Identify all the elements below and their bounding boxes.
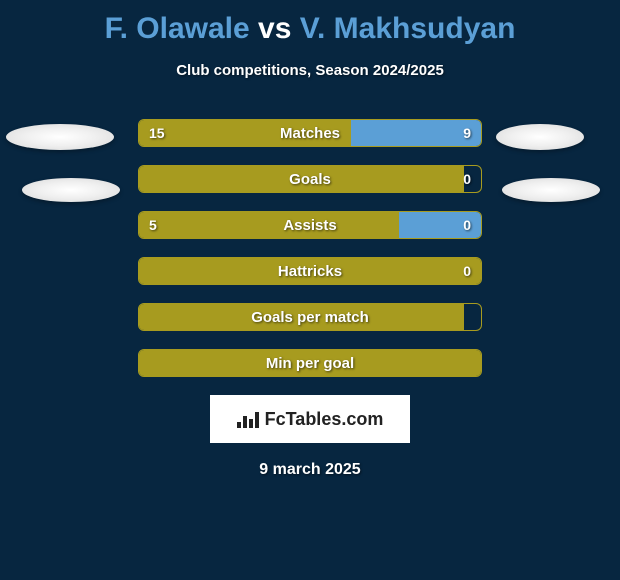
subtitle: Club competitions, Season 2024/2025 [0,62,620,79]
stat-value-right: 0 [463,212,471,238]
stat-row: Goals per match [138,303,482,331]
player1-name: F. Olawale [105,12,250,45]
stat-row: Matches15 9 [138,119,482,147]
logo-box: FcTables.com [210,395,410,443]
stat-row: Assists5 0 [138,211,482,239]
comparison-title: F. Olawale vs V. Makhsudyan [0,0,620,46]
logo-chart-icon [237,410,259,428]
player2-name: V. Makhsudyan [300,12,516,45]
stat-value-right: 9 [463,120,471,146]
stat-label: Min per goal [139,350,481,376]
stat-value-left: 15 [149,120,165,146]
stat-label: Assists [139,212,481,238]
stats-chart: Matches159Goals0Assists50Hattricks0Goals… [0,119,620,377]
stat-label: Matches [139,120,481,146]
stat-value-right: 0 [463,258,471,284]
stat-row: Goals0 [138,165,482,193]
vs-text: vs [258,12,291,45]
bars-container: Matches159Goals0Assists50Hattricks0Goals… [138,119,482,377]
stat-value-right: 0 [463,166,471,192]
logo-text: FcTables.com [265,409,384,430]
stat-label: Goals [139,166,481,192]
stat-row: Min per goal [138,349,482,377]
stat-value-left: 5 [149,212,157,238]
stat-label: Goals per match [139,304,481,330]
stat-row: Hattricks0 [138,257,482,285]
date-text: 9 march 2025 [0,461,620,479]
stat-label: Hattricks [139,258,481,284]
